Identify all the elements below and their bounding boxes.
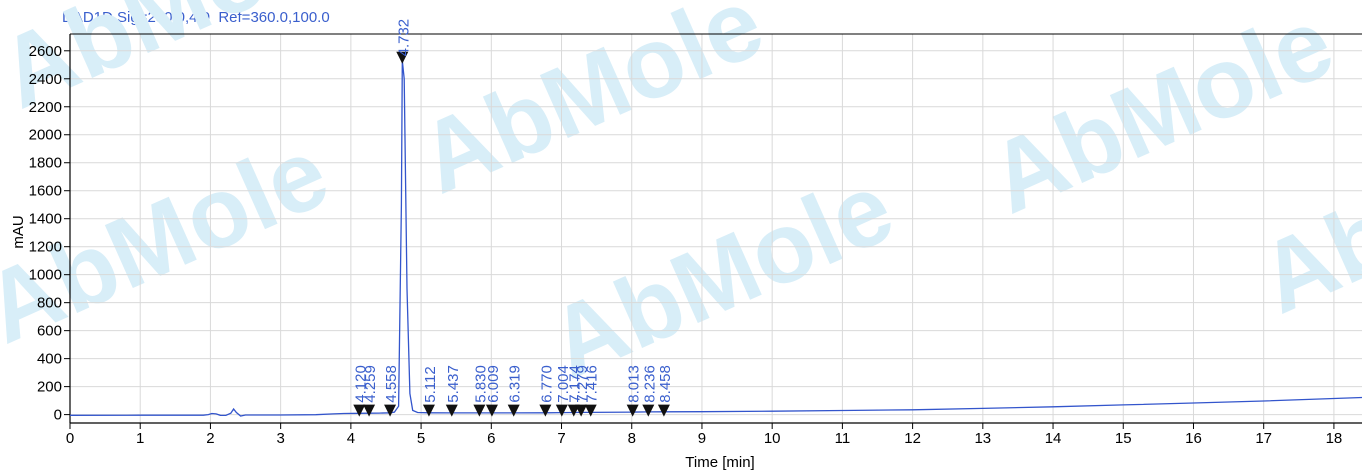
y-tick-label: 800 <box>37 295 62 312</box>
y-tick-label: 1800 <box>29 155 62 172</box>
peak-marker <box>507 404 520 417</box>
signal-trace <box>69 60 1362 417</box>
peak-marker <box>384 404 397 417</box>
peak-marker <box>642 404 655 417</box>
y-tick-label: 200 <box>37 379 62 396</box>
peak-marker <box>626 404 639 417</box>
y-tick-label: 600 <box>37 323 62 340</box>
x-tick-label: 12 <box>904 430 921 447</box>
y-tick-label: 1000 <box>29 267 62 284</box>
peak-retention-label: 7.004 <box>555 365 572 403</box>
x-tick-label: 11 <box>835 430 851 447</box>
x-tick-label: 9 <box>698 430 706 447</box>
signal-title: DAD1D,Sig=230.0,4.0 Ref=360.0,100.0 <box>62 9 330 26</box>
peak-marker <box>485 404 498 417</box>
peak-marker <box>473 404 486 417</box>
x-tick-label: 6 <box>487 430 495 447</box>
x-tick-label: 14 <box>1045 430 1062 447</box>
x-tick-label: 13 <box>974 430 991 447</box>
watermark-text: AbMole <box>403 0 778 215</box>
peak-retention-label: 6.009 <box>485 365 502 403</box>
y-tick-label: 2600 <box>29 43 62 60</box>
watermark-text: AbMole <box>533 151 908 400</box>
peak-retention-label: 8.236 <box>641 365 658 403</box>
x-tick-label: 8 <box>628 430 636 447</box>
y-tick-label: 1400 <box>29 211 62 228</box>
x-tick-label: 1 <box>136 430 144 447</box>
y-tick-label: 0 <box>54 407 62 424</box>
y-tick-label: 2000 <box>29 127 62 144</box>
peak-marker <box>539 404 552 417</box>
x-tick-label: 10 <box>764 430 781 447</box>
peak-marker <box>422 404 435 417</box>
peak-retention-label: 4.120 <box>352 365 369 403</box>
x-tick-label: 16 <box>1185 430 1202 447</box>
x-tick-label: 2 <box>206 430 214 447</box>
trace-layer <box>69 60 1362 417</box>
x-tick-label: 18 <box>1326 430 1343 447</box>
y-tick-label: 400 <box>37 351 62 368</box>
peak-retention-label: 8.458 <box>657 365 674 403</box>
axes-layer: 0 1 2 3 4 5 6 7 8 9 10 11 12 13 14 15 16 17 18020040060080… <box>29 33 1362 447</box>
peak-retention-label: 4.259 <box>362 365 379 403</box>
y-tick-label: 1200 <box>29 239 62 256</box>
x-tick-label: 15 <box>1115 430 1132 447</box>
y-axis-label: mAU <box>10 215 27 248</box>
x-tick-label: 3 <box>276 430 284 447</box>
peak-retention-label: 7.279 <box>574 365 591 403</box>
peak-retention-label: 4.558 <box>383 365 400 403</box>
x-tick-label: 4 <box>347 430 355 447</box>
y-tick-label: 2200 <box>29 99 62 116</box>
peak-marker <box>396 51 409 64</box>
peak-marker <box>445 404 458 417</box>
x-tick-label: 5 <box>417 430 425 447</box>
peak-retention-label: 8.013 <box>626 365 643 403</box>
peak-retention-label: 6.770 <box>538 365 555 403</box>
peak-marker <box>363 404 376 417</box>
peak-retention-label: 7.174 <box>567 365 584 403</box>
peak-retention-label: 5.437 <box>445 365 462 403</box>
peak-marker <box>575 404 588 417</box>
x-tick-label: 0 <box>66 430 74 447</box>
peak-retention-label: 4.732 <box>395 19 412 57</box>
peak-marker <box>353 404 366 417</box>
watermark-text: AbMole <box>973 0 1348 235</box>
y-tick-label: 2400 <box>29 71 62 88</box>
x-tick-label: 17 <box>1255 430 1272 447</box>
peak-retention-label: 7.416 <box>584 365 601 403</box>
peak-retention-label: 5.830 <box>472 365 489 403</box>
peak-marker <box>584 404 597 417</box>
peak-retention-label: 5.112 <box>422 366 439 402</box>
peak-marker <box>555 404 568 417</box>
y-tick-label: 1600 <box>29 183 62 200</box>
peak-marker <box>657 404 670 417</box>
x-axis-label: Time [min] <box>685 454 754 471</box>
peak-retention-label: 6.319 <box>507 365 524 403</box>
x-tick-label: 7 <box>557 430 565 447</box>
